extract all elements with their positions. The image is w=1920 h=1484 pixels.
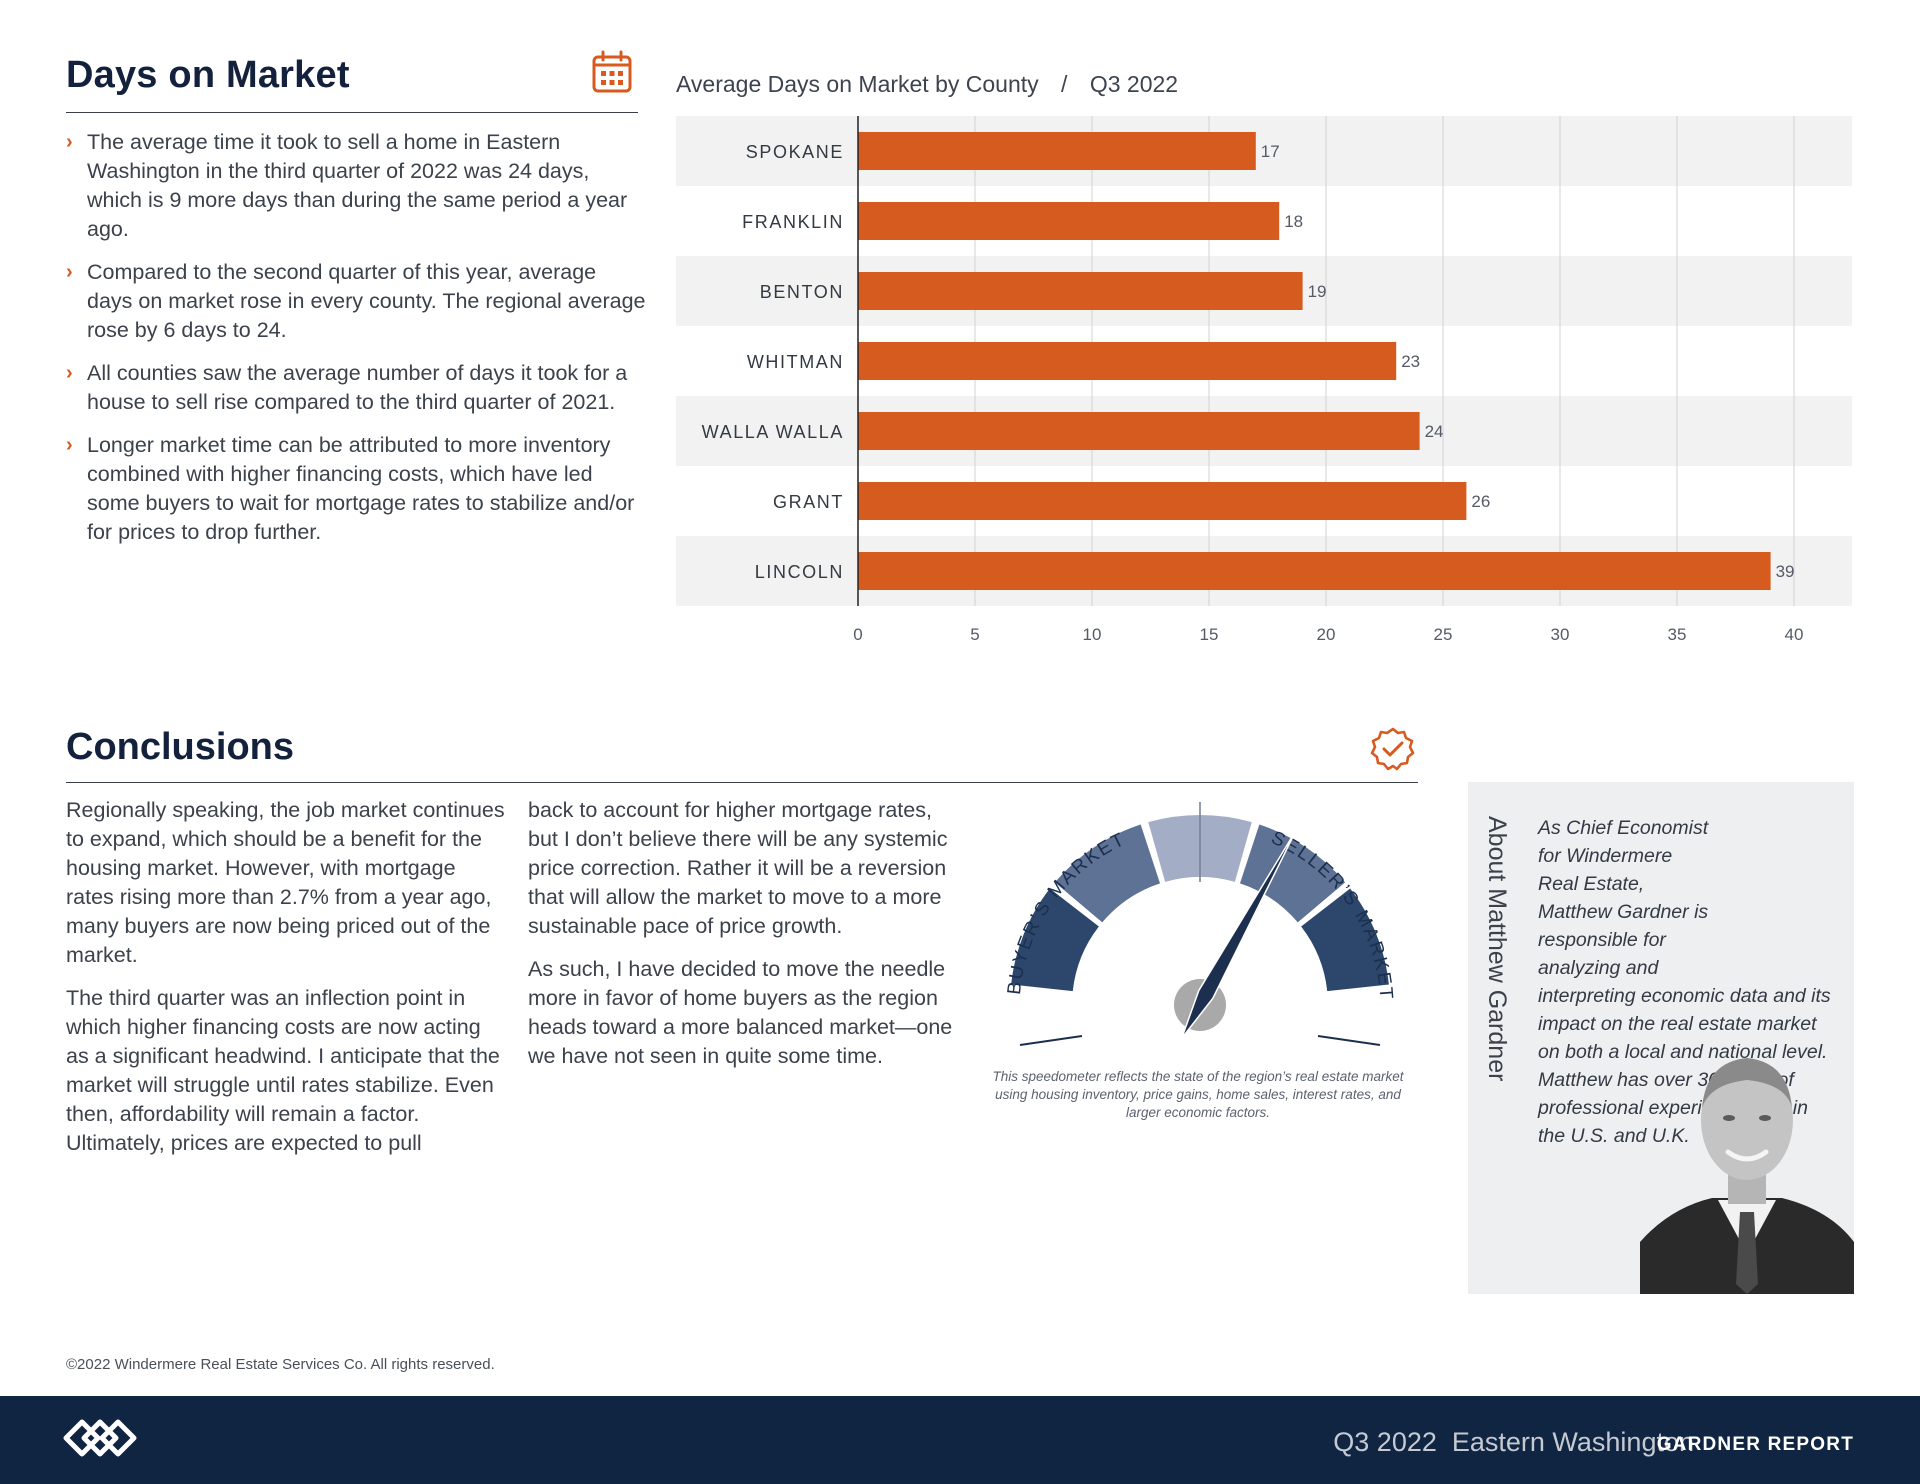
- chart-x-tick-label: 5: [970, 625, 979, 644]
- chart-x-tick-label: 30: [1551, 625, 1570, 644]
- bullet-chevron-icon: ›: [66, 434, 73, 456]
- bullet-item: › Compared to the second quarter of this …: [66, 258, 646, 345]
- calendar-icon: [592, 50, 632, 93]
- chart-value-label: 19: [1308, 282, 1327, 301]
- chart-category-label: WALLA WALLA: [702, 422, 844, 442]
- chart-bar: [858, 342, 1397, 380]
- chart-category-label: SPOKANE: [746, 142, 844, 162]
- chart-bar: [858, 202, 1280, 240]
- bullet-text: All counties saw the average number of d…: [87, 361, 628, 414]
- chart-x-tick-label: 40: [1785, 625, 1804, 644]
- paragraph: The third quarter was an inflection poin…: [66, 986, 500, 1155]
- days-bullet-list: › The average time it took to sell a home…: [66, 128, 646, 561]
- chart-value-label: 23: [1401, 352, 1420, 371]
- bullet-text: The average time it took to sell a home …: [87, 130, 628, 241]
- chart-value-label: 26: [1471, 492, 1490, 511]
- conclusions-column-1: Regionally speaking, the job market cont…: [66, 796, 506, 1172]
- bullet-chevron-icon: ›: [66, 131, 73, 153]
- gauge-segment: [1011, 888, 1099, 992]
- checkmark-badge-icon: [1370, 727, 1415, 771]
- gauge-baseline-right: [1317, 1035, 1381, 1046]
- chart-x-tick-label: 25: [1434, 625, 1453, 644]
- gauge-separator: [1141, 820, 1166, 886]
- chart-x-tick-label: 0: [853, 625, 862, 644]
- chart-bar: [858, 482, 1467, 520]
- chart-value-label: 24: [1425, 422, 1444, 441]
- speedometer-caption: This speedometer reflects the state of t…: [992, 1069, 1404, 1120]
- copyright-text: ©2022 Windermere Real Estate Services Co…: [66, 1356, 495, 1373]
- chart-bar: [858, 552, 1771, 590]
- bullet-item: › The average time it took to sell a home…: [66, 128, 646, 244]
- bullet-chevron-icon: ›: [66, 362, 73, 384]
- section-divider: [66, 112, 638, 113]
- conclusions-title: Conclusions: [66, 726, 295, 768]
- gauge-segment: [1239, 824, 1346, 923]
- portrait-float-spacer: [1710, 814, 1838, 980]
- days-on-market-title: Days on Market: [66, 54, 350, 96]
- chart-category-label: GRANT: [773, 492, 844, 512]
- bullet-text: Compared to the second quarter of this y…: [87, 260, 646, 342]
- bullet-item: › Longer market time can be attributed to…: [66, 431, 646, 547]
- chart-x-tick-label: 20: [1317, 625, 1336, 644]
- chart-category-label: FRANKLIN: [742, 212, 844, 232]
- footer-bar: [0, 1396, 1920, 1484]
- paragraph: As such, I have decided to move the need…: [528, 957, 953, 1068]
- chart-x-tick-label: 35: [1668, 625, 1687, 644]
- gauge-separator: [1234, 820, 1259, 886]
- footer-brand: GARDNER REPORT: [1656, 1434, 1854, 1455]
- chart-x-tick-label: 15: [1200, 625, 1219, 644]
- bar-chart: SPOKANE 17 FRANKLIN 18 BENTON 19 WHITMAN 23 WALL…: [676, 116, 1852, 644]
- paragraph: Regionally speaking, the job market cont…: [66, 798, 505, 967]
- about-title-text: About Matthew Gardner: [1483, 816, 1511, 1082]
- market-speedometer: BUYER’S MARKET SELLER’S MARKET: [1004, 802, 1394, 1046]
- windermere-logo-icon: [63, 1419, 137, 1457]
- chart-value-label: 39: [1776, 562, 1795, 581]
- chart-bar: [858, 412, 1420, 450]
- gauge-separator: [1049, 882, 1104, 928]
- gauge-baseline-left: [1019, 1035, 1083, 1046]
- chart-title: Average Days on Market by County / Q3 20…: [676, 71, 1178, 98]
- chart-x-tick-label: 10: [1083, 625, 1102, 644]
- about-title: About Matthew Gardner: [1482, 816, 1528, 1116]
- bullet-text: Longer market time can be attributed to …: [87, 433, 635, 544]
- chart-category-label: WHITMAN: [747, 352, 844, 372]
- chart-subtitle: Q3 2022: [1089, 71, 1179, 97]
- gauge-needle: [1180, 829, 1298, 1039]
- chart-title-text: Average Days on Market by County: [676, 71, 1039, 97]
- chart-value-label: 17: [1261, 142, 1280, 161]
- conclusions-column-2: back to account for higher mortgage rate…: [528, 796, 958, 1085]
- about-bio-text: As Chief Economist for Windermere Real E…: [1538, 817, 1831, 1147]
- paragraph: back to account for higher mortgage rate…: [528, 798, 948, 938]
- chart-bar: [858, 272, 1303, 310]
- footer-report-label: Q3 2022 Eastern Washington: [1333, 1427, 1694, 1457]
- about-bio: As Chief Economist for Windermere Real E…: [1538, 814, 1838, 1150]
- gauge-segment: [1301, 888, 1389, 992]
- chart-value-label: 18: [1284, 212, 1303, 231]
- chart-category-label: BENTON: [760, 282, 844, 302]
- gauge-segments: [1011, 815, 1389, 992]
- chart-bar: [858, 132, 1256, 170]
- gauge-segment: [1054, 824, 1161, 923]
- bullet-chevron-icon: ›: [66, 261, 73, 283]
- chart-title-separator: /: [1061, 71, 1068, 97]
- portrait-photo: [1640, 1058, 1854, 1294]
- bullet-item: › All counties saw the average number of …: [66, 359, 646, 417]
- section-divider: [66, 782, 1418, 783]
- chart-category-label: LINCOLN: [755, 562, 844, 582]
- gauge-separator: [1296, 882, 1351, 928]
